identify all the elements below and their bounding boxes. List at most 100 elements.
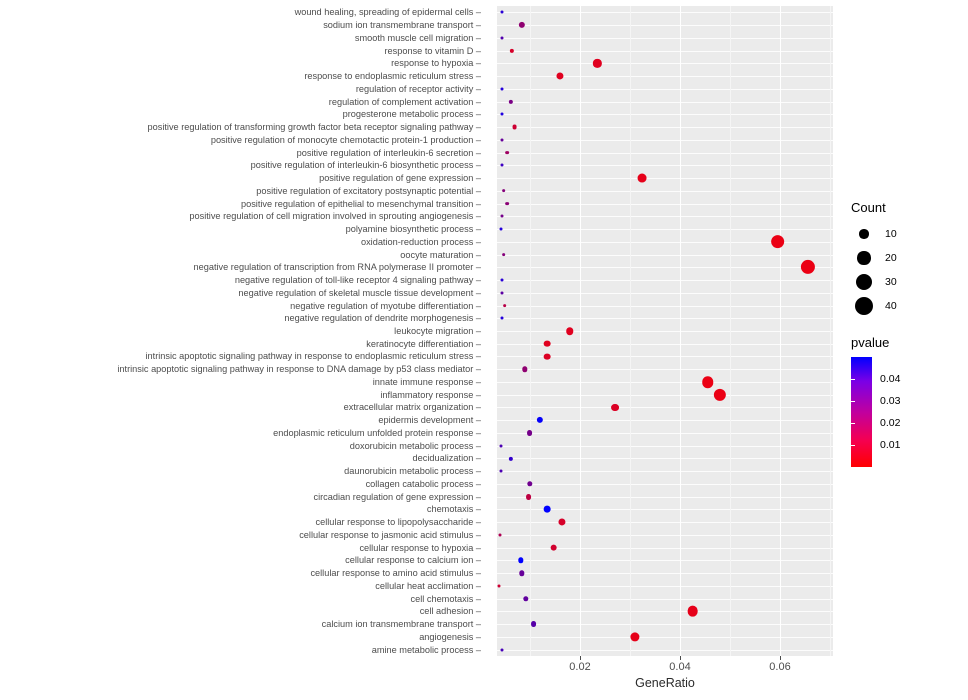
count-legend-dot-wrap xyxy=(851,296,877,316)
y-axis-tick-label: keratinocyte differentiation – xyxy=(366,338,481,349)
grid-line-vertical-minor xyxy=(830,6,831,656)
grid-line-horizontal xyxy=(497,267,833,268)
data-point xyxy=(593,59,602,68)
grid-line-horizontal xyxy=(497,63,833,64)
pvalue-color-legend: pvalue 0.04 0.03 0.02 0.01 xyxy=(851,335,961,467)
y-axis-tick-label: cellular response to amino acid stimulus… xyxy=(310,568,481,579)
grid-line-horizontal xyxy=(497,446,833,447)
grid-line-horizontal xyxy=(497,599,833,600)
y-axis-tick-label: collagen catabolic process – xyxy=(365,478,481,489)
y-axis-tick-label: response to endoplasmic reticulum stress… xyxy=(304,71,481,82)
grid-line-horizontal xyxy=(497,293,833,294)
data-point xyxy=(505,201,509,206)
colorbar-tick xyxy=(851,401,855,402)
grid-line-horizontal xyxy=(497,484,833,485)
y-axis-tick-label: polyamine biosynthetic process – xyxy=(345,224,481,235)
data-point xyxy=(500,36,504,40)
grid-line-horizontal xyxy=(497,573,833,574)
grid-line-horizontal xyxy=(497,471,833,472)
grid-line-horizontal xyxy=(497,153,833,154)
data-point xyxy=(525,493,532,500)
data-point xyxy=(502,303,507,308)
grid-line-vertical-minor xyxy=(630,6,631,656)
data-point xyxy=(512,124,518,130)
data-point xyxy=(637,173,647,183)
count-legend-label: 40 xyxy=(885,300,897,312)
count-legend-dot-wrap xyxy=(851,229,877,239)
grid-line-horizontal xyxy=(497,586,833,587)
y-axis-tick-label: negative regulation of dendrite morphoge… xyxy=(284,313,481,324)
y-axis-tick-label: chemotaxis – xyxy=(426,504,481,515)
grid-line-horizontal xyxy=(497,204,833,205)
y-axis-tick-label: cellular response to hypoxia – xyxy=(359,542,481,553)
data-point xyxy=(800,260,815,275)
grid-line-horizontal xyxy=(497,114,833,115)
data-point xyxy=(530,621,537,628)
data-point xyxy=(500,10,504,14)
grid-line-horizontal xyxy=(497,433,833,434)
data-point xyxy=(501,188,506,193)
grid-line-horizontal xyxy=(497,280,833,281)
y-axis-tick-label: positive regulation of excitatory postsy… xyxy=(256,185,481,196)
grid-line-vertical-major xyxy=(680,6,681,656)
y-axis-tick-label: positive regulation of monocyte chemotac… xyxy=(210,134,481,145)
y-axis-tick-label: leukocyte migration – xyxy=(394,326,481,336)
grid-line-horizontal xyxy=(497,522,833,523)
data-point xyxy=(543,506,551,513)
data-point xyxy=(556,72,564,80)
y-axis-tick-label: oxidation-reduction process – xyxy=(360,236,481,247)
data-point xyxy=(526,481,533,487)
count-legend-dot-wrap xyxy=(851,251,877,265)
grid-line-horizontal xyxy=(497,38,833,39)
data-point xyxy=(565,327,574,335)
y-axis-tick-label: angiogenesis – xyxy=(419,631,481,642)
grid-line-horizontal xyxy=(497,509,833,510)
grid-line-horizontal xyxy=(497,548,833,549)
y-axis-tick-label: cell adhesion – xyxy=(419,606,481,617)
count-legend-item: 10 xyxy=(851,222,961,246)
grid-line-vertical-major xyxy=(780,6,781,656)
grid-line-horizontal xyxy=(497,497,833,498)
grid-line-horizontal xyxy=(497,382,833,383)
grid-line-horizontal xyxy=(497,89,833,90)
data-point xyxy=(500,87,504,91)
y-axis-tick-label: regulation of complement activation – xyxy=(328,96,481,107)
y-axis-tick-label: smooth muscle cell migration – xyxy=(354,32,481,43)
grid-line-horizontal xyxy=(497,140,833,141)
count-legend-dot-wrap xyxy=(851,273,877,291)
y-axis-tick-label: sodium ion transmembrane transport – xyxy=(323,20,481,31)
data-point xyxy=(550,544,558,552)
colorbar-tick-label: 0.03 xyxy=(880,395,901,407)
data-point xyxy=(508,456,513,461)
y-axis-tick-label: intrinsic apoptotic signaling pathway in… xyxy=(145,351,481,362)
count-legend-dot xyxy=(859,229,869,239)
grid-line-horizontal xyxy=(497,229,833,230)
data-point xyxy=(508,99,513,104)
y-axis-tick-label: positive regulation of transforming grow… xyxy=(147,122,482,133)
grid-line-horizontal xyxy=(497,191,833,192)
grid-line-horizontal xyxy=(497,306,833,307)
grid-line-horizontal xyxy=(497,369,833,370)
grid-line-vertical-major xyxy=(580,6,581,656)
y-axis-tick-label: wound healing, spreading of epidermal ce… xyxy=(294,7,481,18)
grid-line-horizontal xyxy=(497,611,833,612)
y-axis-tick-label: daunorubicin metabolic process – xyxy=(344,466,481,477)
grid-line-horizontal xyxy=(497,420,833,421)
y-axis-tick-label: positive regulation of gene expression – xyxy=(319,173,481,184)
y-axis-tick-label: innate immune response – xyxy=(372,376,481,387)
y-axis-tick-label: extracellular matrix organization – xyxy=(343,402,481,413)
y-axis-tick-label: doxorubicin metabolic process – xyxy=(349,440,481,451)
colorbar-wrap: 0.04 0.03 0.02 0.01 xyxy=(851,357,961,467)
grid-line-horizontal xyxy=(497,25,833,26)
data-point xyxy=(500,648,504,652)
grid-line-vertical-minor xyxy=(730,6,731,656)
plot-panel xyxy=(497,6,833,656)
colorbar-tick-label: 0.02 xyxy=(880,417,901,429)
y-axis-tick-label: negative regulation of toll-like recepto… xyxy=(234,275,481,286)
y-axis-tick-label: negative regulation of transcription fro… xyxy=(193,262,482,273)
count-legend-label: 30 xyxy=(885,276,897,288)
grid-line-horizontal xyxy=(497,12,833,13)
colorbar-tick-label: 0.01 xyxy=(880,439,901,451)
count-legend-label: 20 xyxy=(885,252,897,264)
data-point xyxy=(526,430,533,436)
